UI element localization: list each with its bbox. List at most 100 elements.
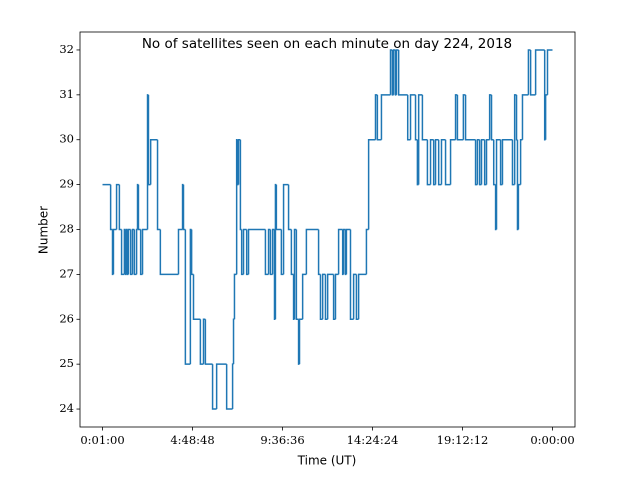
x-tick-label: 4:48:48: [170, 433, 214, 447]
line-step: [429, 138, 434, 185]
line-step: [232, 318, 235, 365]
plot-frame: [79, 31, 576, 428]
line-step: [242, 228, 247, 275]
line-step: [352, 273, 357, 320]
line-step: [476, 138, 480, 185]
line-step: [237, 138, 241, 185]
line-step: [159, 229, 179, 276]
y-tick-label: 24: [59, 401, 74, 415]
line-step: [324, 274, 328, 321]
line-step: [275, 184, 282, 231]
line-step: [546, 49, 553, 95]
line-step: [395, 49, 399, 95]
line-step: [437, 139, 442, 186]
x-tick-label: 0:01:00: [80, 433, 124, 447]
line-step: [488, 94, 492, 140]
line-step: [416, 139, 419, 186]
line-step: [292, 274, 295, 321]
line-step: [337, 228, 343, 275]
chart-title: No of satellites seen on each minute on …: [142, 36, 512, 52]
line-step: [225, 364, 233, 410]
line-step: [115, 183, 120, 230]
line-step: [501, 138, 513, 185]
line-step: [184, 229, 191, 365]
line-step: [149, 138, 158, 185]
line-step: [515, 94, 518, 141]
line-step: [376, 94, 382, 141]
y-tick-label: 27: [59, 266, 74, 280]
line-step: [513, 94, 517, 185]
line-step: [282, 183, 289, 275]
line-step: [236, 139, 239, 186]
line-step: [345, 228, 351, 275]
line-step: [444, 139, 451, 186]
line-step: [495, 138, 501, 230]
line-step: [392, 49, 396, 95]
line-step: [177, 228, 183, 275]
line-step: [147, 94, 151, 186]
line-step: [485, 138, 490, 185]
line-step: [527, 49, 531, 95]
line-step: [273, 229, 276, 321]
line-step: [397, 49, 408, 96]
line-step: [192, 274, 201, 321]
line-step: [317, 229, 321, 276]
line-step: [120, 229, 125, 276]
line-step: [321, 273, 326, 320]
line-step: [454, 94, 458, 140]
line-step: [374, 94, 378, 140]
x-axis-label: Time (UT): [297, 454, 357, 468]
y-tick-label: 30: [59, 132, 74, 146]
line-step: [440, 138, 446, 185]
line-step: [190, 229, 194, 276]
line-step: [478, 139, 482, 186]
line-step: [529, 49, 536, 96]
line-step: [380, 94, 391, 140]
line-step: [432, 139, 436, 186]
line-step: [406, 94, 411, 141]
line-step: [326, 273, 334, 320]
line-step: [456, 94, 464, 141]
line-step: [417, 94, 423, 185]
line-step: [211, 364, 217, 410]
y-tick-label: 28: [59, 222, 74, 236]
line-step: [389, 49, 393, 95]
line-step: [517, 183, 521, 230]
line-step: [141, 228, 148, 275]
line-step: [204, 319, 213, 365]
line-step: [305, 228, 319, 275]
line-step: [290, 229, 294, 276]
line-step: [480, 138, 485, 185]
line-step: [112, 228, 117, 275]
line-step: [449, 138, 456, 185]
line-step: [367, 138, 376, 230]
x-tick-label: 14:24:24: [347, 433, 399, 447]
line-step: [319, 274, 323, 321]
line-step: [247, 228, 266, 275]
line-step: [355, 274, 359, 321]
x-tick-label: 19:12:12: [437, 433, 489, 447]
line-step: [499, 139, 503, 186]
line-step: [421, 94, 428, 141]
line-step: [409, 94, 416, 140]
line-step: [215, 363, 227, 410]
line-step: [332, 274, 336, 321]
line-step: [334, 273, 339, 320]
line-step: [426, 139, 431, 186]
line-step: [349, 229, 354, 321]
line-step: [301, 273, 307, 320]
line-step: [199, 319, 204, 365]
line-step: [483, 139, 487, 186]
x-tick-label: 9:36:36: [260, 433, 304, 447]
line-step: [462, 94, 466, 140]
line-step: [146, 94, 149, 230]
line-step: [264, 229, 269, 276]
line-step: [298, 318, 303, 365]
y-tick-label: 32: [59, 42, 74, 56]
line-step: [156, 139, 161, 231]
line-step: [235, 138, 238, 275]
y-tick-label: 25: [59, 356, 74, 370]
y-axis-label: Number: [37, 206, 51, 254]
line-step: [414, 94, 418, 141]
